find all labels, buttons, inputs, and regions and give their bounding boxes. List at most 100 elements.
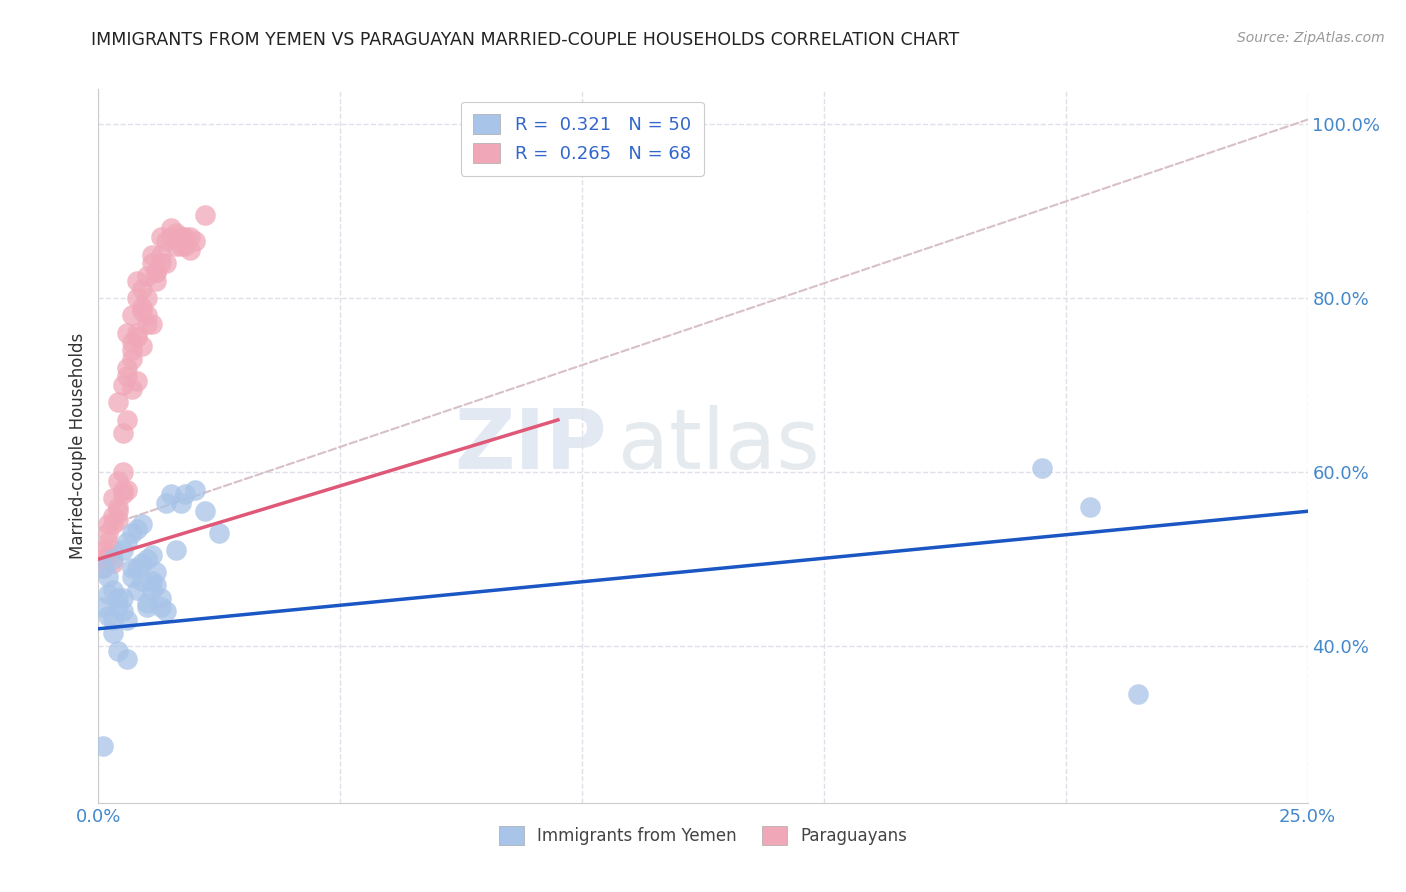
Point — [150, 599, 173, 614]
Point — [141, 256, 163, 270]
Point — [194, 504, 217, 518]
Point — [117, 413, 139, 427]
Point — [127, 522, 149, 536]
Point — [155, 235, 177, 249]
Point — [101, 626, 124, 640]
Point — [127, 330, 149, 344]
Point — [1031, 460, 1053, 475]
Point — [101, 508, 124, 523]
Point — [131, 282, 153, 296]
Point — [111, 543, 134, 558]
Point — [135, 599, 157, 614]
Point — [97, 526, 120, 541]
Point — [111, 483, 134, 497]
Point — [97, 587, 120, 601]
Point — [117, 534, 139, 549]
Point — [127, 374, 149, 388]
Point — [111, 378, 134, 392]
Point — [111, 604, 134, 618]
Point — [107, 474, 129, 488]
Point — [97, 569, 120, 583]
Point — [131, 339, 153, 353]
Point — [155, 604, 177, 618]
Point — [131, 300, 153, 314]
Point — [150, 591, 173, 606]
Point — [155, 256, 177, 270]
Point — [145, 565, 167, 579]
Point — [127, 274, 149, 288]
Point — [97, 608, 120, 623]
Point — [160, 221, 183, 235]
Point — [97, 548, 120, 562]
Point — [141, 548, 163, 562]
Point — [127, 326, 149, 340]
Point — [101, 552, 124, 566]
Point — [169, 230, 191, 244]
Point — [117, 613, 139, 627]
Point — [111, 487, 134, 501]
Point — [155, 495, 177, 509]
Point — [101, 491, 124, 506]
Y-axis label: Married-couple Households: Married-couple Households — [69, 333, 87, 559]
Point — [184, 235, 207, 249]
Text: ZIP: ZIP — [454, 406, 606, 486]
Point — [150, 230, 173, 244]
Point — [121, 561, 143, 575]
Point — [111, 465, 134, 479]
Point — [141, 574, 163, 588]
Point — [107, 591, 129, 606]
Point — [117, 369, 139, 384]
Point — [135, 291, 157, 305]
Point — [145, 274, 167, 288]
Point — [174, 239, 197, 253]
Point — [179, 243, 201, 257]
Point — [135, 552, 157, 566]
Point — [121, 309, 143, 323]
Legend: Immigrants from Yemen, Paraguayans: Immigrants from Yemen, Paraguayans — [489, 816, 917, 855]
Point — [131, 304, 153, 318]
Point — [150, 256, 173, 270]
Point — [145, 578, 167, 592]
Point — [160, 230, 183, 244]
Point — [179, 230, 201, 244]
Point — [121, 343, 143, 358]
Point — [107, 599, 129, 614]
Point — [107, 504, 129, 518]
Point — [91, 543, 114, 558]
Text: Source: ZipAtlas.com: Source: ZipAtlas.com — [1237, 31, 1385, 45]
Text: atlas: atlas — [619, 406, 820, 486]
Point — [127, 561, 149, 575]
Point — [141, 247, 163, 261]
Point — [141, 317, 163, 331]
Point — [91, 599, 114, 614]
Point — [111, 591, 134, 606]
Point — [121, 383, 143, 397]
Point — [135, 317, 157, 331]
Point — [111, 425, 134, 440]
Point — [141, 582, 163, 597]
Point — [174, 487, 197, 501]
Point — [97, 517, 120, 532]
Point — [91, 739, 114, 754]
Point — [117, 360, 139, 375]
Point — [101, 613, 124, 627]
Point — [121, 334, 143, 349]
Point — [107, 513, 129, 527]
Point — [91, 561, 114, 575]
Point — [194, 208, 217, 222]
Point — [117, 483, 139, 497]
Point — [97, 534, 120, 549]
Point — [121, 526, 143, 541]
Point — [145, 265, 167, 279]
Point — [131, 557, 153, 571]
Point — [150, 247, 173, 261]
Point — [117, 326, 139, 340]
Point — [1078, 500, 1101, 514]
Point — [91, 561, 114, 575]
Point — [117, 652, 139, 666]
Point — [165, 226, 187, 240]
Point — [165, 239, 187, 253]
Point — [101, 557, 124, 571]
Point — [145, 265, 167, 279]
Point — [135, 309, 157, 323]
